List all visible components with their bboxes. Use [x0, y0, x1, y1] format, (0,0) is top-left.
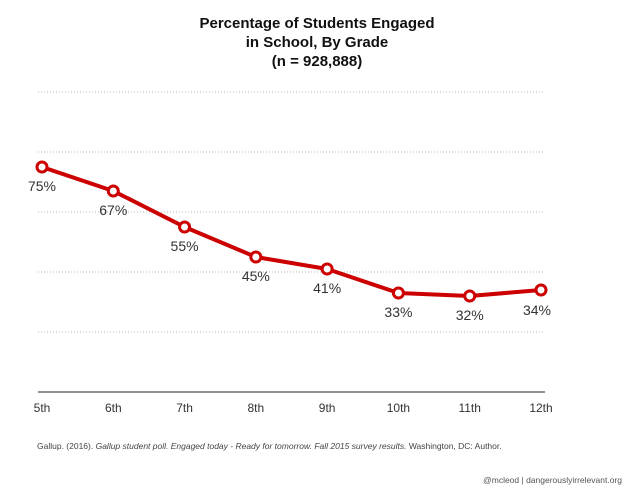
data-point: [35, 160, 49, 174]
x-tick-label: 9th: [319, 401, 336, 415]
data-point: [106, 184, 120, 198]
data-point: [391, 286, 405, 300]
chart-title-line-2: in School, By Grade: [245, 34, 389, 51]
data-label: 33%: [384, 304, 412, 320]
x-tick-label: 6th: [105, 401, 122, 415]
data-label: 34%: [523, 302, 551, 318]
data-point: [463, 289, 477, 303]
data-label: 32%: [456, 307, 484, 323]
chart-title-line-1: Percentage of Students Engaged: [199, 15, 435, 32]
chart-title: Percentage of Students Engaged in School…: [0, 14, 634, 71]
x-tick-label: 5th: [34, 401, 51, 415]
data-label: 45%: [242, 268, 270, 284]
data-point: [249, 250, 263, 264]
data-label: 41%: [313, 280, 341, 296]
source-citation: Gallup. (2016). Gallup student poll. Eng…: [37, 441, 502, 451]
x-tick-label: 8th: [248, 401, 265, 415]
data-label: 55%: [171, 238, 199, 254]
series-line: [40, 165, 543, 298]
data-point: [178, 220, 192, 234]
data-point: [534, 283, 548, 297]
x-tick-label: 7th: [176, 401, 193, 415]
x-tick-label: 10th: [387, 401, 410, 415]
citation-prefix: Gallup. (2016).: [37, 441, 96, 451]
data-point: [320, 262, 334, 276]
credit-line: @mcleod | dangerouslyirrelevant.org: [483, 475, 622, 485]
data-label: 67%: [99, 202, 127, 218]
citation-title: Gallup student poll. Engaged today - Rea…: [95, 441, 407, 451]
x-tick-label: 12th: [529, 401, 552, 415]
chart-title-line-3: (n = 928,888): [271, 53, 363, 70]
data-label: 75%: [28, 178, 56, 194]
citation-suffix: Washington, DC: Author.: [406, 441, 502, 451]
x-tick-label: 11th: [458, 401, 480, 415]
